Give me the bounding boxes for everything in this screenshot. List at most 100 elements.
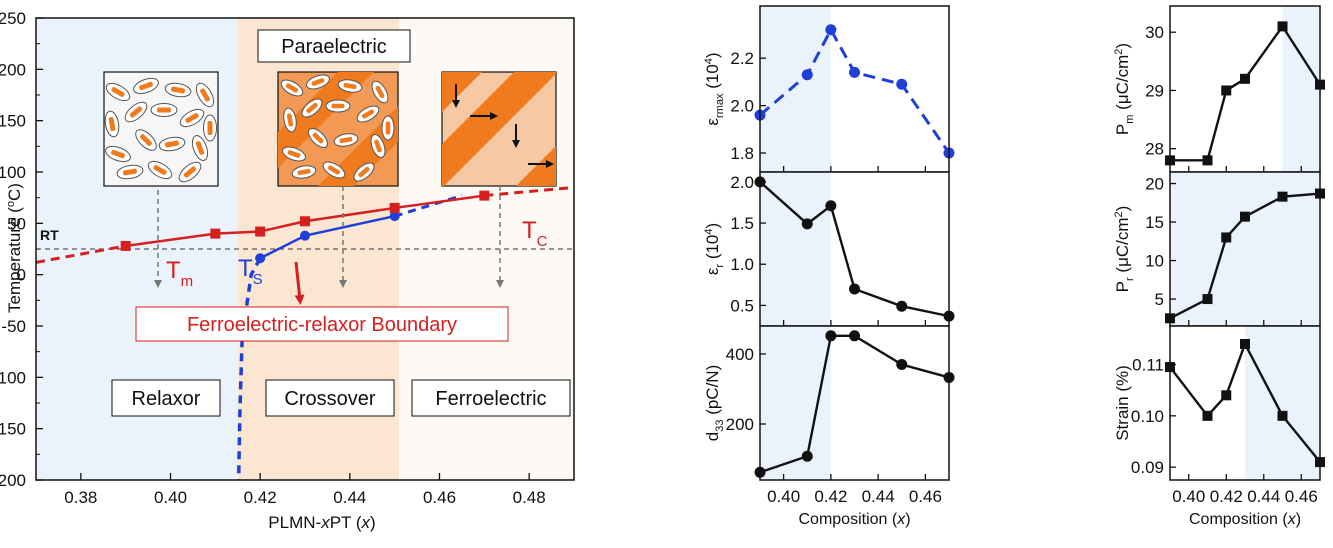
ts-point bbox=[389, 211, 400, 222]
y-axis-label: εr (104) bbox=[703, 223, 726, 275]
pm-line bbox=[1170, 24, 1322, 162]
nanoregion-dipole bbox=[185, 113, 199, 123]
boundary-label: Ferroelectric-relaxor Boundary bbox=[187, 314, 457, 336]
y-tick-label: 0 bbox=[17, 266, 26, 285]
y-tick-label: 2.0 bbox=[730, 173, 754, 192]
nanoregion bbox=[116, 164, 144, 180]
d33-point bbox=[825, 330, 837, 342]
nanoregion bbox=[178, 161, 202, 183]
nanoregion bbox=[308, 128, 328, 148]
y-tick-label: -150 bbox=[0, 420, 26, 439]
panel-strain: 0.09 0.10 0.11 0.40 0.42 0.44 0.46 Composition … bbox=[1113, 325, 1325, 528]
tm-label: Tm bbox=[166, 257, 193, 290]
nanoregion-dipole bbox=[306, 102, 318, 114]
y-tick-label: 1.8 bbox=[730, 144, 754, 163]
nanoregion bbox=[381, 115, 395, 141]
nanoregion bbox=[164, 82, 192, 98]
x-tick-label: 0.40 bbox=[767, 487, 800, 506]
nanoregion-dipole bbox=[139, 81, 153, 91]
tm-point bbox=[479, 190, 490, 201]
y-tick-label: 0.09 bbox=[1131, 458, 1164, 477]
y-tick-label: 1.0 bbox=[730, 255, 754, 274]
y-tick-label: 29 bbox=[1145, 81, 1164, 100]
y-tick-label: 50 bbox=[7, 214, 26, 233]
x-tick-label: 0.38 bbox=[64, 488, 97, 507]
x-tick-label: 0.46 bbox=[423, 488, 456, 507]
panel-shade bbox=[1245, 326, 1320, 480]
nanoregion-dipole bbox=[153, 165, 167, 175]
nanoregion-dipole bbox=[111, 87, 125, 97]
boundary-label-box bbox=[135, 306, 509, 342]
x-tick-label: 0.46 bbox=[1285, 487, 1318, 506]
x-axis-label: PLMN-xPT (x) bbox=[268, 513, 375, 532]
nanoregion-dipole bbox=[157, 107, 171, 113]
x-tick-label: 0.44 bbox=[1247, 487, 1280, 506]
nanoregion bbox=[282, 146, 306, 162]
y-tick-label: 1.5 bbox=[730, 214, 754, 233]
phase-diagram: 0.38 0.40 0.42 0.44 0.46 0.48 -200 -150 -100 -50 0… bbox=[0, 9, 575, 532]
tm-line bbox=[125, 194, 485, 248]
ts-label: TS bbox=[238, 255, 263, 288]
strain-point bbox=[1221, 390, 1232, 401]
y-tick-label: 2.0 bbox=[730, 97, 754, 116]
d33-point bbox=[896, 359, 908, 370]
y-tick-label: 5 bbox=[1155, 290, 1164, 309]
crossover-label: Crossover bbox=[284, 388, 375, 410]
nanoregion bbox=[105, 145, 131, 163]
panel-frame bbox=[759, 325, 950, 481]
nanoregion-dipole bbox=[287, 150, 301, 158]
nanoregion-dipole bbox=[170, 86, 186, 94]
nanoregion bbox=[356, 105, 380, 123]
pm-point bbox=[1240, 73, 1250, 84]
y-tick-label: 20 bbox=[1145, 175, 1164, 194]
nanoregion bbox=[203, 114, 217, 142]
nanoregion-dipole bbox=[311, 78, 325, 86]
rt-label: RT bbox=[40, 227, 59, 243]
y-axis-label: Strain (%) bbox=[1113, 365, 1132, 441]
nanoregion bbox=[333, 133, 359, 147]
y-axis-label: Pm (μC/cm2) bbox=[1113, 43, 1136, 135]
nanoregion-dipole bbox=[207, 121, 213, 135]
crossover-band bbox=[278, 72, 374, 168]
pr-point bbox=[1221, 232, 1232, 243]
paraelectric-label-box bbox=[257, 29, 411, 63]
paraelectric-label: Paraelectric bbox=[281, 36, 387, 58]
boundary-arrow bbox=[294, 261, 305, 305]
y-tick-label: 10 bbox=[1145, 252, 1164, 271]
nanoregion bbox=[370, 134, 386, 158]
y-tick-label: 150 bbox=[0, 112, 26, 131]
panel-d33: 200 400 0.40 0.42 0.44 0.46 Composition (x) d33… bbox=[703, 325, 955, 528]
eps-r-point bbox=[801, 218, 813, 230]
eps-r-point bbox=[896, 300, 908, 312]
nanoregion bbox=[147, 160, 173, 180]
ferroelectric-label-box bbox=[411, 379, 571, 417]
ts-point bbox=[255, 253, 266, 264]
nanoregion-dipole bbox=[358, 166, 370, 178]
nanoregion bbox=[133, 77, 159, 95]
crossover-label-box bbox=[265, 379, 395, 417]
nanoregion-dipole bbox=[343, 82, 357, 90]
panel-shade bbox=[760, 172, 831, 326]
nanoregion-dipole bbox=[183, 166, 197, 178]
y-tick-label: 15 bbox=[1145, 213, 1164, 232]
x-axis-label: Composition (x) bbox=[1189, 511, 1301, 528]
strain-line bbox=[1169, 341, 1321, 463]
nanoregion-dipole bbox=[195, 141, 205, 155]
panel-frame bbox=[1169, 325, 1321, 481]
nanoregion bbox=[158, 136, 186, 152]
nanoregion bbox=[195, 82, 215, 108]
relaxor-label-box bbox=[111, 379, 221, 417]
y-tick-label: 28 bbox=[1145, 140, 1164, 159]
nanoregion-dipole bbox=[111, 149, 125, 159]
nanoregion bbox=[371, 80, 389, 104]
x-tick-label: 0.42 bbox=[1210, 487, 1243, 506]
nanoregion bbox=[337, 79, 363, 93]
eps-r-line bbox=[759, 180, 950, 318]
ts-point bbox=[300, 230, 310, 241]
y-tick-label: 0.5 bbox=[730, 296, 754, 315]
tc-label: TC bbox=[522, 217, 548, 250]
x-tick-label: 0.44 bbox=[862, 487, 895, 506]
y-tick-label: 400 bbox=[726, 345, 754, 364]
